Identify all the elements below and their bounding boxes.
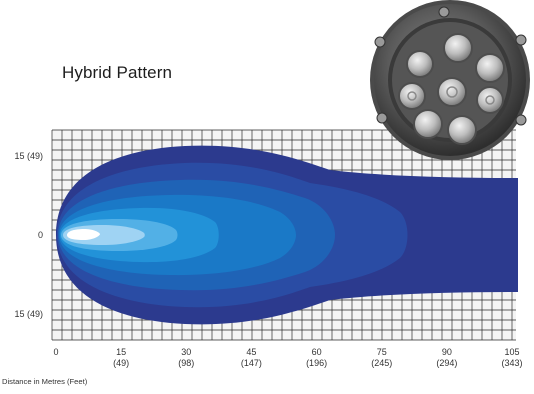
diagram-title: Hybrid Pattern: [62, 63, 173, 82]
led-lens-center: [437, 77, 467, 107]
x-tick-label: 30: [181, 347, 191, 357]
led-lens: [413, 109, 443, 139]
x-tick-label: 75: [377, 347, 387, 357]
x-tick-sublabel: (245): [371, 358, 392, 368]
led-lens: [476, 86, 504, 114]
bolt-icon: [438, 6, 450, 18]
x-tick-label: 15: [116, 347, 126, 357]
led-lens: [398, 82, 426, 110]
y-tick-label: 15 (49): [14, 151, 43, 161]
x-tick-sublabel: (343): [501, 358, 522, 368]
x-tick-label: 60: [312, 347, 322, 357]
lamp-product-image: [370, 0, 530, 160]
y-tick-label: 0: [38, 230, 43, 240]
bolt-icon: [515, 34, 527, 46]
x-tick-sublabel: (147): [241, 358, 262, 368]
led-lens-center: [485, 95, 495, 105]
led-lens: [447, 115, 477, 145]
x-axis-label: Distance in Metres (Feet): [2, 377, 88, 386]
bolt-icon: [374, 36, 386, 48]
led-lens: [443, 33, 473, 63]
y-tick-label: 15 (49): [14, 309, 43, 319]
x-tick-sublabel: (196): [306, 358, 327, 368]
led-lens: [406, 50, 434, 78]
x-axis: 0 15(49) 30(98) 45(147) 60(196) 75(245) 90(294…: [53, 347, 522, 368]
y-axis: 15 (49) 0 15 (49): [14, 151, 43, 319]
x-tick-label: 105: [504, 347, 519, 357]
x-tick-sublabel: (98): [178, 358, 194, 368]
bolt-icon: [515, 114, 527, 126]
x-tick-sublabel: (49): [113, 358, 129, 368]
led-lens: [475, 53, 505, 83]
beam-zone-8: [67, 229, 100, 240]
x-tick-sublabel: (294): [436, 358, 457, 368]
bolt-icon: [376, 112, 388, 124]
led-lens-center: [446, 86, 458, 98]
beam-zones: [56, 145, 518, 325]
x-tick-label: 45: [246, 347, 256, 357]
led-lens-center: [407, 91, 417, 101]
x-tick-label: 90: [442, 347, 452, 357]
x-tick-label: 0: [53, 347, 58, 357]
